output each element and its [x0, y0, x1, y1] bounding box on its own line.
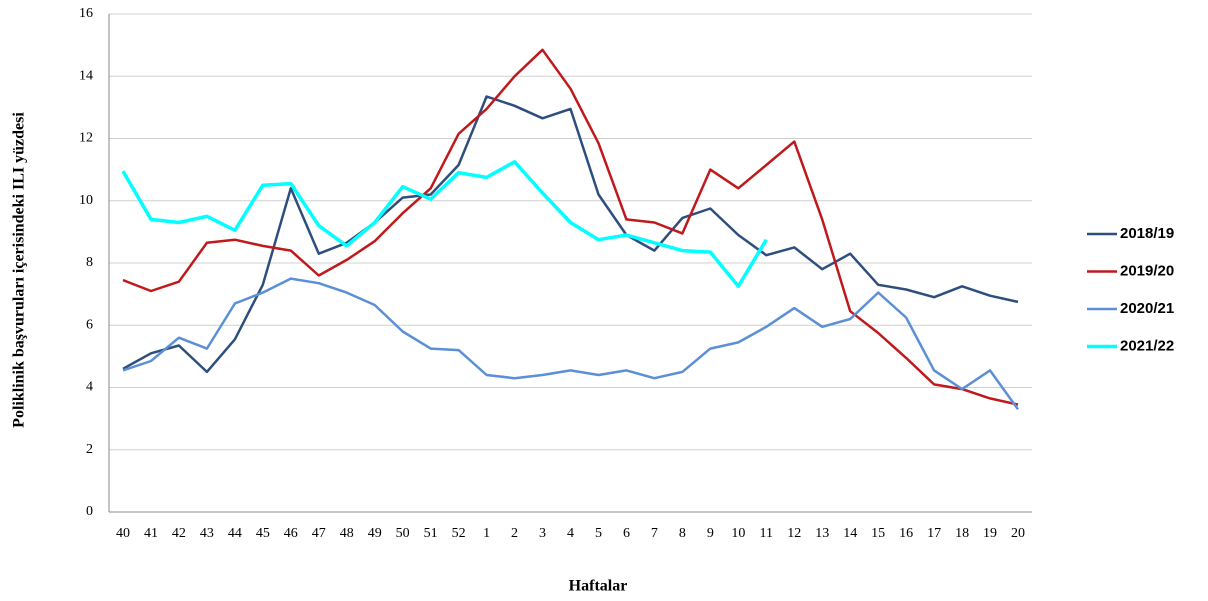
- legend-label: 2019/20: [1120, 262, 1174, 279]
- y-axis-title: Poliklinik başvuruları içerisindeki ILI …: [11, 112, 28, 428]
- x-tick-label: 12: [787, 526, 801, 541]
- series-line: [122, 48, 1019, 406]
- x-tick-label: 44: [228, 526, 242, 541]
- legend-label: 2021/22: [1120, 337, 1174, 354]
- x-tick-label: 18: [955, 526, 969, 541]
- legend-label: 2020/21: [1120, 300, 1174, 317]
- legend-label: 2018/19: [1120, 225, 1174, 242]
- x-tick-label: 47: [312, 526, 326, 541]
- x-tick-label: 20: [1011, 526, 1025, 541]
- x-tick-label: 49: [368, 526, 382, 541]
- x-axis-title: Haftalar: [569, 578, 628, 595]
- x-tick-label: 8: [679, 526, 686, 541]
- y-tick-label: 8: [86, 255, 93, 270]
- series-line: [122, 95, 1019, 374]
- x-tick-label: 43: [200, 526, 214, 541]
- x-tick-label: 10: [731, 526, 745, 541]
- x-tick-label: 46: [284, 526, 298, 541]
- x-tick-label: 19: [983, 526, 997, 541]
- x-tick-label: 45: [256, 526, 270, 541]
- series-line: [122, 277, 1020, 411]
- x-tick-label: 48: [340, 526, 354, 541]
- x-tick-label: 1: [483, 526, 490, 541]
- y-tick-label: 12: [79, 131, 93, 146]
- x-tick-label: 52: [452, 526, 466, 541]
- x-tick-label: 5: [595, 526, 602, 541]
- x-tick-label: 16: [899, 526, 913, 541]
- y-tick-label: 16: [79, 6, 93, 21]
- x-tick-label: 4: [567, 526, 574, 541]
- y-tick-label: 10: [79, 193, 93, 208]
- x-tick-label: 2: [511, 526, 518, 541]
- series-line: [121, 160, 768, 289]
- y-tick-label: 6: [86, 317, 93, 332]
- x-tick-label: 9: [707, 526, 714, 541]
- x-tick-label: 3: [539, 526, 546, 541]
- x-tick-label: 15: [871, 526, 885, 541]
- x-tick-label: 14: [843, 526, 857, 541]
- x-tick-label: 11: [760, 526, 773, 541]
- x-tick-label: 13: [815, 526, 829, 541]
- x-tick-label: 51: [424, 526, 438, 541]
- x-tick-label: 6: [623, 526, 630, 541]
- x-tick-label: 7: [651, 526, 658, 541]
- x-tick-label: 50: [396, 526, 410, 541]
- y-tick-label: 2: [86, 442, 93, 457]
- y-tick-label: 14: [79, 68, 93, 83]
- x-tick-label: 40: [116, 526, 130, 541]
- y-tick-label: 4: [86, 380, 93, 395]
- x-tick-label: 41: [144, 526, 158, 541]
- x-tick-label: 17: [927, 526, 941, 541]
- x-tick-label: 42: [172, 526, 186, 541]
- y-tick-label: 0: [86, 504, 93, 519]
